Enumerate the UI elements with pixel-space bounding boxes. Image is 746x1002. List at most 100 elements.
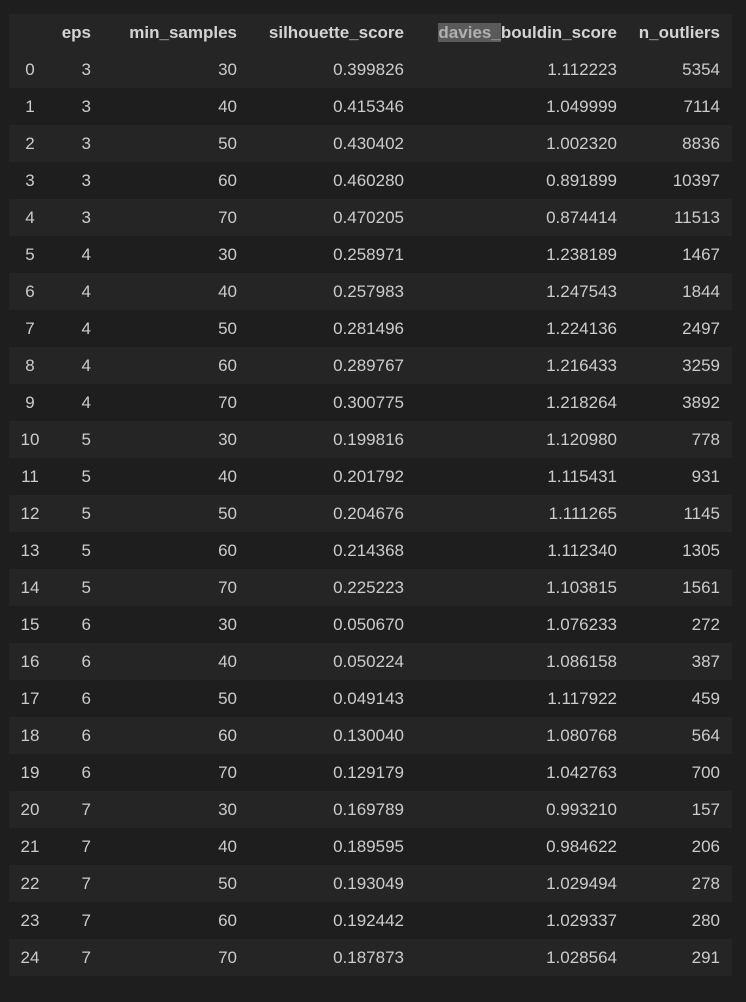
cell-davies-bouldin-score: 1.002320 — [416, 125, 629, 162]
table-row: 13 5 60 0.214368 1.112340 1305 — [9, 532, 732, 569]
cell-n-outliers: 291 — [629, 939, 732, 976]
cell-min-samples: 40 — [103, 458, 249, 495]
cell-min-samples: 30 — [103, 51, 249, 88]
cell-davies-bouldin-score: 1.049999 — [416, 88, 629, 125]
row-index: 16 — [9, 643, 51, 680]
table-row: 11 5 40 0.201792 1.115431 931 — [9, 458, 732, 495]
header-davies-bouldin-rest: bouldin_score — [500, 22, 617, 42]
cell-min-samples: 60 — [103, 162, 249, 199]
row-index: 5 — [9, 236, 51, 273]
table-row: 15 6 30 0.050670 1.076233 272 — [9, 606, 732, 643]
cell-davies-bouldin-score: 1.112340 — [416, 532, 629, 569]
cell-min-samples: 70 — [103, 939, 249, 976]
cell-n-outliers: 7114 — [629, 88, 732, 125]
cell-min-samples: 70 — [103, 754, 249, 791]
cell-eps: 7 — [51, 791, 103, 828]
cell-n-outliers: 1467 — [629, 236, 732, 273]
cell-davies-bouldin-score: 1.028564 — [416, 939, 629, 976]
table-row: 5 4 30 0.258971 1.238189 1467 — [9, 236, 732, 273]
cell-n-outliers: 278 — [629, 865, 732, 902]
cell-silhouette-score: 0.192442 — [249, 902, 416, 939]
cell-min-samples: 70 — [103, 384, 249, 421]
cell-min-samples: 60 — [103, 347, 249, 384]
cell-eps: 4 — [51, 310, 103, 347]
row-index: 15 — [9, 606, 51, 643]
table-row: 20 7 30 0.169789 0.993210 157 — [9, 791, 732, 828]
cell-eps: 6 — [51, 680, 103, 717]
table-row: 17 6 50 0.049143 1.117922 459 — [9, 680, 732, 717]
cell-davies-bouldin-score: 1.103815 — [416, 569, 629, 606]
row-index: 14 — [9, 569, 51, 606]
cell-davies-bouldin-score: 1.238189 — [416, 236, 629, 273]
row-index: 7 — [9, 310, 51, 347]
cell-min-samples: 50 — [103, 495, 249, 532]
header-davies-bouldin-score[interactable]: davies_bouldin_score — [416, 14, 629, 51]
table-row: 8 4 60 0.289767 1.216433 3259 — [9, 347, 732, 384]
cell-n-outliers: 206 — [629, 828, 732, 865]
table-row: 24 7 70 0.187873 1.028564 291 — [9, 939, 732, 976]
cell-silhouette-score: 0.050670 — [249, 606, 416, 643]
table-row: 9 4 70 0.300775 1.218264 3892 — [9, 384, 732, 421]
cell-eps: 5 — [51, 458, 103, 495]
cell-silhouette-score: 0.201792 — [249, 458, 416, 495]
cell-eps: 5 — [51, 495, 103, 532]
cell-min-samples: 60 — [103, 717, 249, 754]
cell-min-samples: 40 — [103, 828, 249, 865]
cell-min-samples: 30 — [103, 421, 249, 458]
cell-eps: 7 — [51, 865, 103, 902]
cell-silhouette-score: 0.204676 — [249, 495, 416, 532]
row-index: 3 — [9, 162, 51, 199]
row-index: 22 — [9, 865, 51, 902]
table-row: 7 4 50 0.281496 1.224136 2497 — [9, 310, 732, 347]
cell-eps: 3 — [51, 199, 103, 236]
table-row: 21 7 40 0.189595 0.984622 206 — [9, 828, 732, 865]
cell-min-samples: 70 — [103, 199, 249, 236]
cell-silhouette-score: 0.049143 — [249, 680, 416, 717]
cell-n-outliers: 280 — [629, 902, 732, 939]
row-index: 20 — [9, 791, 51, 828]
cell-davies-bouldin-score: 1.076233 — [416, 606, 629, 643]
cell-silhouette-score: 0.300775 — [249, 384, 416, 421]
cell-n-outliers: 10397 — [629, 162, 732, 199]
cell-min-samples: 40 — [103, 273, 249, 310]
row-index: 9 — [9, 384, 51, 421]
cell-min-samples: 60 — [103, 902, 249, 939]
cell-eps: 6 — [51, 643, 103, 680]
row-index: 6 — [9, 273, 51, 310]
cell-eps: 7 — [51, 828, 103, 865]
cell-eps: 4 — [51, 236, 103, 273]
cell-min-samples: 30 — [103, 236, 249, 273]
table-row: 1 3 40 0.415346 1.049999 7114 — [9, 88, 732, 125]
cell-n-outliers: 564 — [629, 717, 732, 754]
cell-n-outliers: 459 — [629, 680, 732, 717]
cell-davies-bouldin-score: 1.080768 — [416, 717, 629, 754]
row-index: 18 — [9, 717, 51, 754]
cell-n-outliers: 1561 — [629, 569, 732, 606]
row-index: 19 — [9, 754, 51, 791]
cell-n-outliers: 1145 — [629, 495, 732, 532]
header-index — [9, 14, 51, 51]
cell-eps: 7 — [51, 939, 103, 976]
cell-eps: 3 — [51, 162, 103, 199]
header-eps: eps — [51, 14, 103, 51]
row-index: 12 — [9, 495, 51, 532]
text-selection-highlight[interactable]: davies_ — [438, 22, 501, 42]
cell-min-samples: 70 — [103, 569, 249, 606]
row-index: 10 — [9, 421, 51, 458]
cell-silhouette-score: 0.257983 — [249, 273, 416, 310]
table-row: 4 3 70 0.470205 0.874414 11513 — [9, 199, 732, 236]
header-n-outliers: n_outliers — [629, 14, 732, 51]
cell-silhouette-score: 0.430402 — [249, 125, 416, 162]
cell-min-samples: 60 — [103, 532, 249, 569]
row-index: 2 — [9, 125, 51, 162]
cell-silhouette-score: 0.129179 — [249, 754, 416, 791]
header-min-samples: min_samples — [103, 14, 249, 51]
cell-n-outliers: 700 — [629, 754, 732, 791]
cell-n-outliers: 3259 — [629, 347, 732, 384]
row-index: 4 — [9, 199, 51, 236]
table-header-row: eps min_samples silhouette_score davies_… — [9, 14, 732, 51]
row-index: 17 — [9, 680, 51, 717]
cell-silhouette-score: 0.169789 — [249, 791, 416, 828]
header-silhouette-score: silhouette_score — [249, 14, 416, 51]
